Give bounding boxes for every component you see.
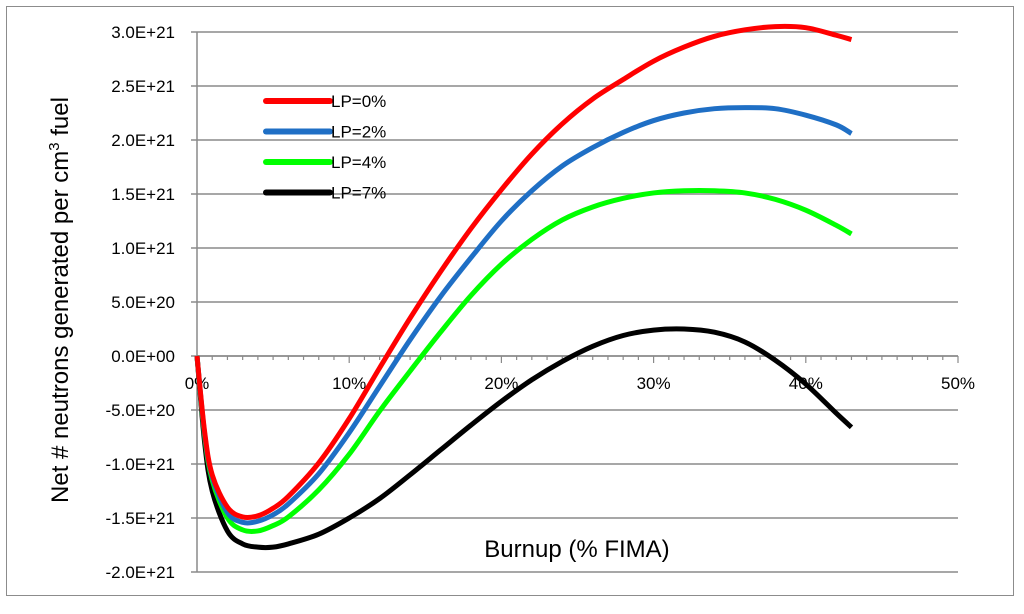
chart-frame bbox=[6, 6, 1014, 596]
y-axis-title-main: Net # neutrons generated per cm bbox=[47, 151, 74, 503]
y-tick-label: 1.5E+21 bbox=[111, 185, 175, 204]
y-tick-label: 3.0E+21 bbox=[111, 23, 175, 42]
legend: LP=0% LP=2% LP=4% LP=7% bbox=[263, 92, 386, 203]
x-tick-label: 50% bbox=[941, 374, 975, 393]
x-tick-label: 10% bbox=[332, 374, 366, 393]
y-axis-title-suffix: fuel bbox=[47, 97, 74, 142]
legend-label: LP=7% bbox=[331, 184, 386, 203]
x-tick-label: 20% bbox=[484, 374, 518, 393]
x-axis-title: Burnup (% FIMA) bbox=[484, 536, 669, 563]
legend-label: LP=0% bbox=[331, 92, 386, 111]
y-tick-label: 2.0E+21 bbox=[111, 131, 175, 150]
y-tick-label: -2.0E+21 bbox=[106, 563, 175, 582]
y-tick-label: -5.0E+20 bbox=[106, 401, 175, 420]
y-ticks: 3.0E+21 2.5E+21 2.0E+21 1.5E+21 1.0E+21 5.0E+… bbox=[106, 23, 197, 582]
legend-label: LP=2% bbox=[331, 123, 386, 142]
y-tick-label: 1.0E+21 bbox=[111, 239, 175, 258]
y-tick-label: -1.5E+21 bbox=[106, 509, 175, 528]
x-ticks: 0% 10% 20% 30% 40% 50% bbox=[185, 356, 975, 393]
series-line-lp-2 bbox=[194, 105, 853, 526]
y-tick-label: -1.0E+21 bbox=[106, 455, 175, 474]
x-tick-label: 30% bbox=[637, 374, 671, 393]
y-axis-title-superscript: 3 bbox=[46, 142, 63, 150]
series-lines bbox=[194, 23, 854, 551]
series-line-lp-7 bbox=[194, 326, 854, 551]
y-tick-label: 0.0E+00 bbox=[111, 347, 175, 366]
y-tick-label: 2.5E+21 bbox=[111, 77, 175, 96]
series-line-lp-0 bbox=[194, 23, 853, 521]
legend-label: LP=4% bbox=[331, 153, 386, 172]
y-tick-label: 5.0E+20 bbox=[111, 293, 175, 312]
y-axis-title: Net # neutrons generated per cm3 fuel bbox=[46, 97, 74, 503]
series-line-lp-4 bbox=[194, 187, 853, 535]
